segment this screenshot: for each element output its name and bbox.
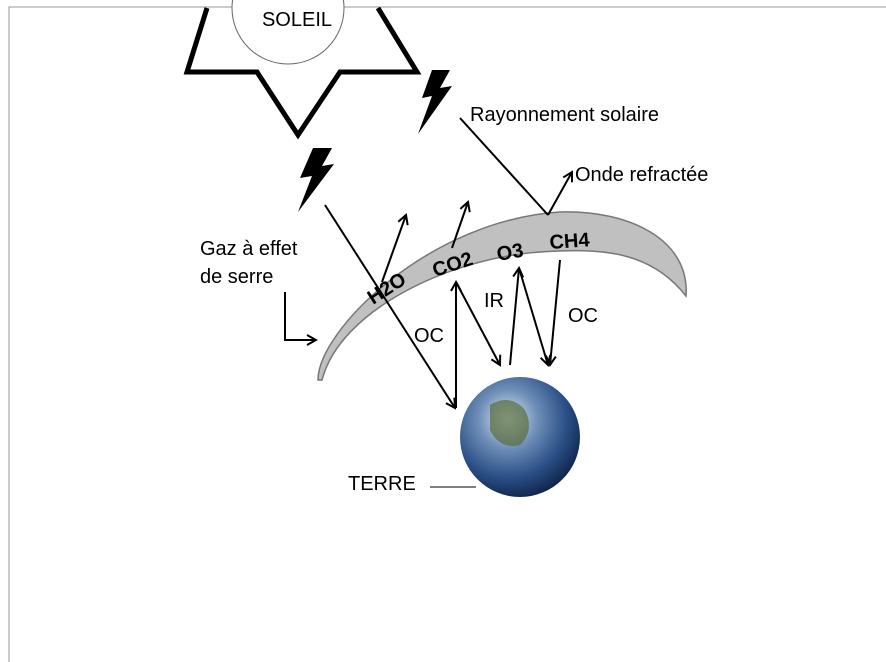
arrow bbox=[550, 259, 561, 365]
label: de serre bbox=[200, 266, 273, 288]
label: IR bbox=[484, 290, 504, 312]
frame bbox=[8, 6, 886, 662]
sun-star bbox=[183, 6, 422, 140]
arrow bbox=[509, 268, 519, 366]
arrow bbox=[547, 172, 572, 216]
arrow bbox=[381, 215, 406, 283]
sun-disc bbox=[231, 0, 345, 65]
label: OC bbox=[568, 305, 598, 327]
earth-land bbox=[490, 400, 529, 446]
label: Gaz à effet bbox=[200, 238, 298, 260]
ray bbox=[459, 117, 549, 216]
label: TERRE bbox=[348, 473, 416, 495]
arrow bbox=[518, 267, 548, 365]
gas-label: O3 bbox=[495, 240, 525, 266]
lightning bbox=[418, 70, 452, 134]
label: OC bbox=[414, 325, 444, 347]
sun-label: SOLEIL bbox=[262, 9, 332, 31]
arrow bbox=[451, 202, 468, 249]
lightning bbox=[298, 148, 334, 212]
arrow bbox=[324, 204, 455, 408]
atmosphere-band bbox=[317, 211, 687, 381]
gas-label: CH4 bbox=[549, 229, 591, 254]
label: Onde refractée bbox=[575, 164, 708, 186]
arrow bbox=[455, 281, 500, 365]
connector bbox=[284, 292, 316, 340]
label: Rayonnement solaire bbox=[470, 104, 659, 126]
